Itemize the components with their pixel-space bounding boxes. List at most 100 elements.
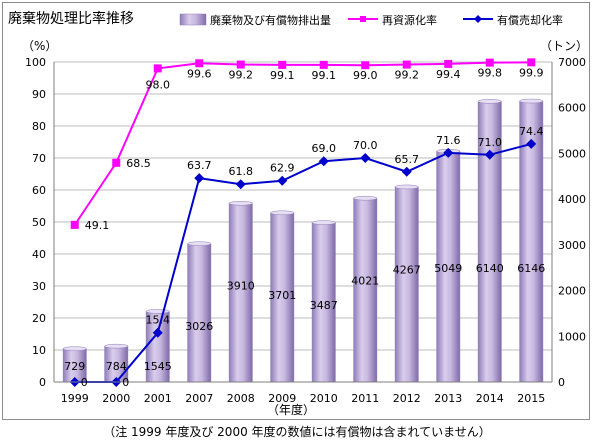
- x-tick-label: 2008: [227, 392, 255, 405]
- y-left-unit: （%）: [22, 39, 57, 53]
- sale-rate-point: [194, 173, 205, 184]
- chart-title: 廃棄物処理比率推移: [8, 10, 134, 27]
- bar-top: [228, 201, 253, 206]
- sale-rate-point: [318, 156, 329, 167]
- recycle-rate-label: 99.2: [229, 69, 254, 82]
- legend-sale-marker: [474, 15, 482, 23]
- x-tick-label: 2000: [102, 392, 130, 405]
- recycle-rate-point: [527, 58, 536, 67]
- y-right-tick-label: 5000: [558, 147, 586, 160]
- bar-value-label: 6146: [517, 262, 545, 275]
- sale-rate-label: 63.7: [187, 159, 212, 172]
- bar-value-label: 3701: [268, 289, 296, 302]
- recycle-rate-label: 99.0: [353, 69, 378, 82]
- line-series: [69, 58, 537, 387]
- sale-rate-label: 70.0: [353, 139, 378, 152]
- bar: [353, 197, 378, 383]
- y-left-tick-label: 10: [32, 344, 46, 357]
- legend-bar-swatch: [179, 13, 207, 26]
- recycle-rate-point: [236, 60, 245, 69]
- bar-top: [270, 210, 295, 216]
- recycle-rate-label: 99.1: [312, 69, 337, 82]
- legend-recycle-label: 再資源化率: [382, 13, 437, 27]
- sale-rate-label: 74.4: [519, 125, 544, 138]
- sale-rate-label: 61.8: [229, 165, 254, 178]
- bar-top: [62, 346, 87, 351]
- sale-rate-point: [152, 327, 163, 338]
- recycle-rate-label: 68.5: [126, 157, 151, 170]
- bar-value-label: 3026: [185, 320, 213, 333]
- x-tick-label: 2010: [310, 392, 338, 405]
- x-tick-label: 2009: [268, 392, 296, 405]
- y-left-tick-label: 30: [32, 280, 46, 293]
- sale-rate-point: [277, 175, 288, 186]
- bar-top: [311, 220, 336, 225]
- sale-rate-point: [526, 138, 537, 149]
- recycle-rate-label: 99.9: [519, 66, 544, 79]
- sale-rate-label: 69.0: [312, 142, 337, 155]
- sale-rate-label: 0: [122, 376, 129, 389]
- x-tick-label: 2001: [144, 392, 172, 405]
- bar-top: [477, 99, 502, 104]
- legend-recycle-marker: [360, 16, 366, 22]
- recycle-rate-point: [361, 61, 370, 70]
- sale-rate-label: 62.9: [270, 162, 295, 175]
- sale-rate-label: 65.7: [395, 153, 420, 166]
- x-axis-title: （年度）: [267, 402, 315, 417]
- y-left-tick-label: 40: [32, 248, 46, 261]
- y-left-tick-label: 90: [32, 88, 46, 101]
- bar-top: [394, 184, 419, 190]
- y-left-tick-label: 20: [32, 312, 46, 325]
- data-labels: 729 784 1545 3026 3910 3701 3487 4021 4267 5049 61…: [64, 66, 545, 389]
- recycle-rate-label: 99.6: [187, 67, 212, 80]
- recycle-rate-point: [195, 59, 204, 68]
- y-left-tick-label: 0: [39, 376, 46, 389]
- y-right-tick-label: 0: [558, 376, 565, 389]
- recycle-rate-line: [73, 61, 532, 226]
- axes: 0102030405060708090100010002000300040005…: [25, 56, 586, 405]
- bar-top: [104, 343, 129, 349]
- y-right-tick-label: 7000: [558, 56, 586, 69]
- recycle-rate-label: 98.0: [146, 78, 171, 91]
- y-left-tick-label: 80: [32, 120, 46, 133]
- y-left-tick-label: 100: [25, 56, 46, 69]
- x-tick-label: 2014: [476, 392, 504, 405]
- y-right-tick-label: 3000: [558, 239, 586, 252]
- legend-bar-label: 廃棄物及び有償物排出量: [210, 13, 331, 27]
- y-left-tick-label: 60: [32, 184, 46, 197]
- recycle-rate-label: 99.2: [395, 69, 420, 82]
- recycle-rate-label: 49.1: [85, 219, 110, 232]
- y-right-tick-label: 6000: [558, 102, 586, 115]
- sale-rate-point: [360, 153, 371, 163]
- bar-value-label: 784: [106, 360, 127, 373]
- recycle-rate-point: [444, 59, 453, 68]
- sale-rate-label: 71.6: [436, 134, 461, 147]
- bar-value-label: 5049: [434, 262, 462, 275]
- sale-rate-point: [235, 179, 246, 190]
- bar: [187, 243, 212, 383]
- sale-rate-point: [401, 166, 412, 177]
- bar-value-label: 4267: [393, 263, 421, 276]
- y-left-tick-label: 70: [32, 152, 46, 165]
- bar-value-label: 4021: [351, 275, 379, 288]
- sale-rate-label: 15.4: [146, 314, 171, 327]
- recycle-rate-point: [278, 60, 287, 69]
- bar-top: [353, 195, 378, 201]
- recycle-rate-label: 99.1: [270, 69, 295, 82]
- y-right-tick-label: 2000: [558, 285, 586, 298]
- gridlines: [54, 61, 552, 351]
- x-tick-label: 2007: [185, 392, 213, 405]
- legend: 廃棄物及び有償物排出量 再資源化率 有償売却化率: [179, 13, 563, 27]
- recycle-rate-point: [319, 60, 328, 69]
- x-tick-label: 2015: [517, 392, 545, 405]
- x-tick-label: 2011: [351, 392, 379, 405]
- x-tick-label: 1999: [61, 392, 89, 405]
- bar: [394, 186, 419, 383]
- recycle-rate-point: [112, 158, 121, 167]
- sale-rate-point: [443, 147, 454, 158]
- bar-value-label: 6140: [476, 262, 504, 275]
- recycle-rate-label: 99.4: [436, 68, 461, 81]
- sale-rate-point: [484, 149, 495, 160]
- legend-sale-label: 有償売却化率: [497, 13, 563, 27]
- sale-rate-line: [74, 142, 532, 383]
